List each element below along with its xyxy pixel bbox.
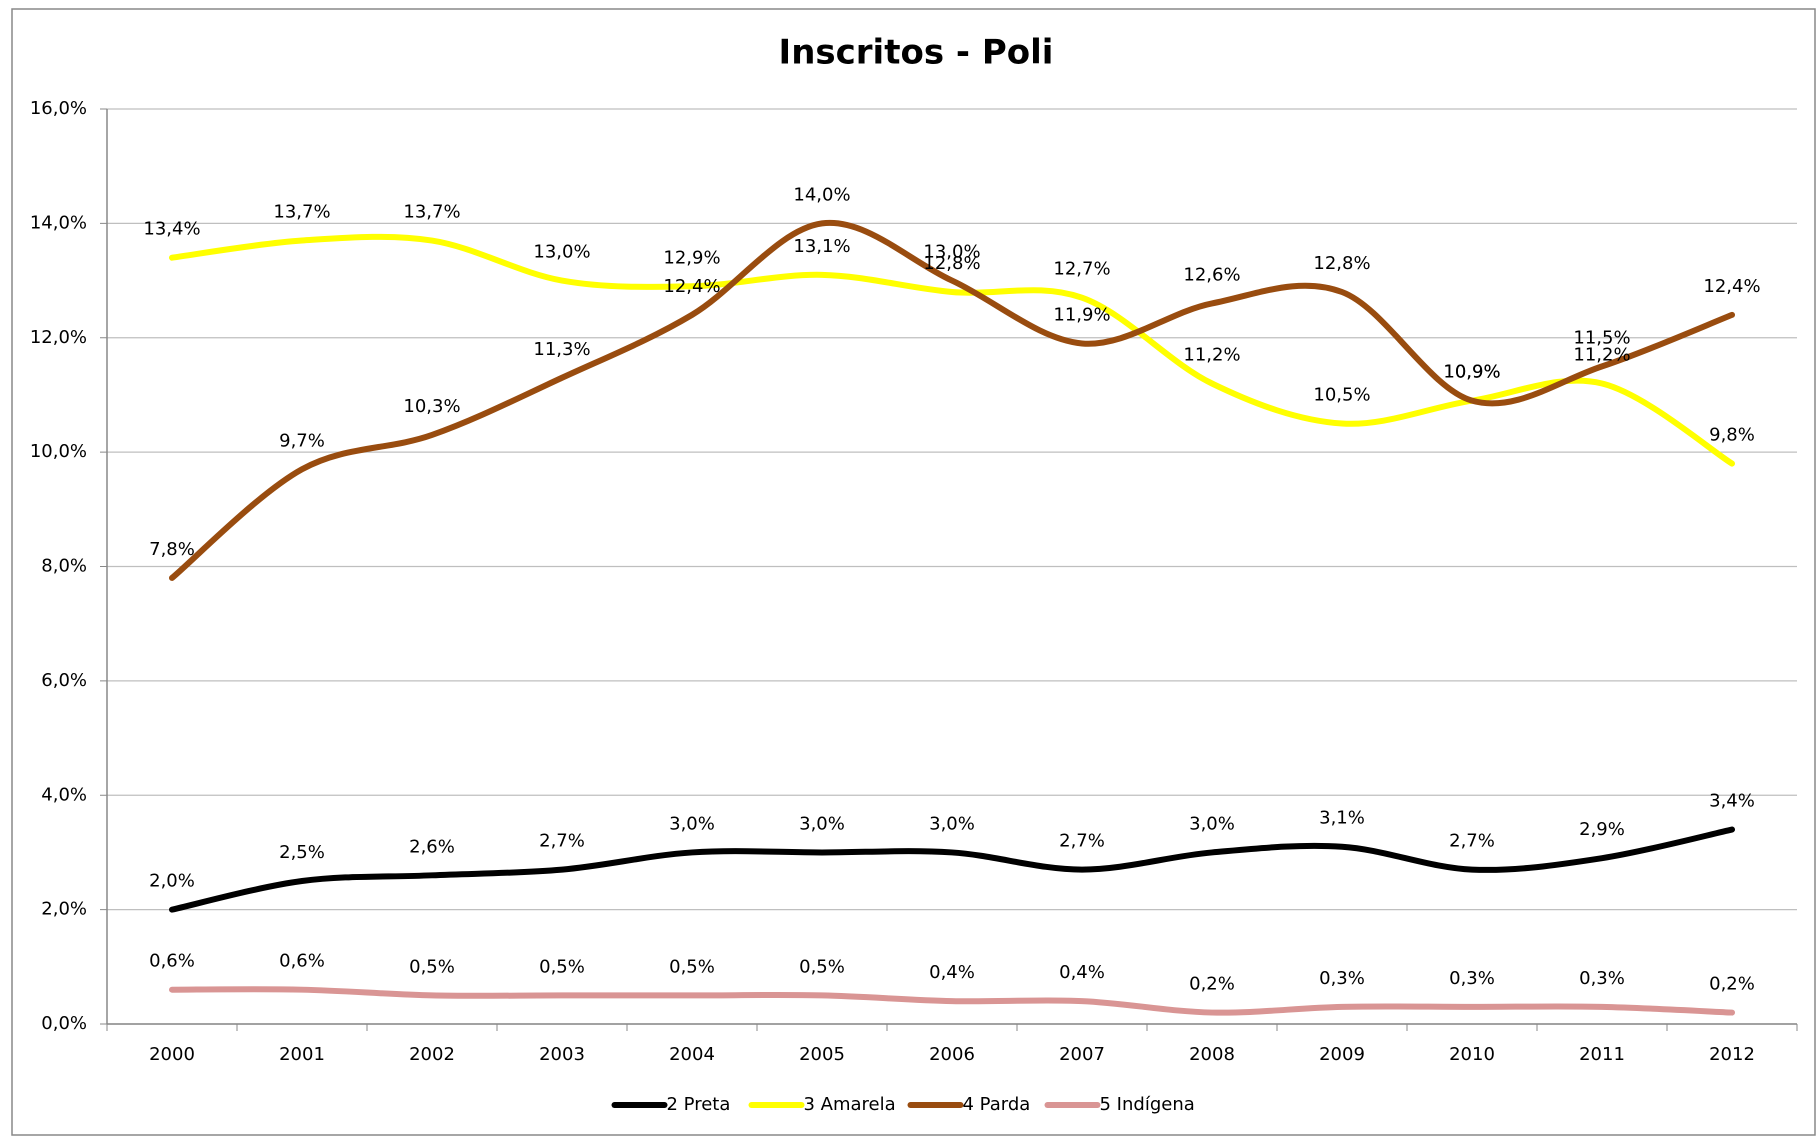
y-tick-label: 0,0%	[41, 1013, 87, 1034]
legend-label: 3 Amarela	[804, 1094, 896, 1115]
data-label: 3,0%	[1189, 813, 1235, 834]
data-label: 3,4%	[1709, 791, 1755, 812]
data-label: 3,0%	[929, 813, 975, 834]
series-line	[169, 826, 1735, 913]
data-label: 3,0%	[799, 813, 845, 834]
data-label: 0,4%	[929, 962, 975, 983]
data-label: 10,5%	[1313, 385, 1370, 406]
data-label: 10,9%	[1443, 362, 1500, 383]
data-label: 7,8%	[149, 539, 195, 560]
series-line	[169, 986, 1735, 1016]
data-label: 13,1%	[793, 236, 850, 257]
data-label: 0,2%	[1709, 974, 1755, 995]
data-label: 0,5%	[539, 956, 585, 977]
data-label: 10,3%	[403, 396, 460, 417]
y-tick-label: 14,0%	[30, 212, 87, 233]
data-label: 13,7%	[273, 202, 330, 223]
legend-label: 5 Indígena	[1100, 1094, 1195, 1115]
data-label: 9,8%	[1709, 425, 1755, 446]
data-label: 2,7%	[539, 831, 585, 852]
series-line	[169, 219, 1735, 581]
data-label: 11,5%	[1573, 327, 1630, 348]
data-label: 2,7%	[1449, 831, 1495, 852]
y-tick-label: 12,0%	[30, 327, 87, 348]
x-tick-label: 2011	[1579, 1044, 1625, 1065]
data-label: 12,6%	[1183, 264, 1240, 285]
x-tick-label: 2009	[1319, 1044, 1365, 1065]
x-tick-label: 2000	[149, 1044, 195, 1065]
data-label: 11,2%	[1573, 345, 1630, 366]
data-label: 3,0%	[669, 813, 715, 834]
data-label: 2,7%	[1059, 831, 1105, 852]
data-label: 12,7%	[1053, 259, 1110, 280]
chart-frame	[11, 8, 1816, 1136]
data-label: 2,6%	[409, 836, 455, 857]
x-tick-label: 2005	[799, 1044, 845, 1065]
data-label: 3,1%	[1319, 808, 1365, 829]
data-label: 11,9%	[1053, 304, 1110, 325]
data-label: 2,0%	[149, 871, 195, 892]
data-label: 0,3%	[1449, 968, 1495, 989]
data-label: 12,4%	[1703, 276, 1760, 297]
data-label: 11,2%	[1183, 345, 1240, 366]
x-tick-label: 2006	[929, 1044, 975, 1065]
data-label: 12,8%	[1313, 253, 1370, 274]
data-label: 0,3%	[1579, 968, 1625, 989]
data-label: 12,8%	[923, 253, 980, 274]
legend-label: 2 Preta	[667, 1094, 731, 1115]
data-label: 11,3%	[533, 339, 590, 360]
data-label: 0,6%	[279, 951, 325, 972]
x-tick-label: 2001	[279, 1044, 325, 1065]
x-tick-label: 2003	[539, 1044, 585, 1065]
legend-label: 4 Parda	[963, 1094, 1031, 1115]
data-label: 12,9%	[663, 247, 720, 268]
data-label: 0,5%	[799, 956, 845, 977]
x-tick-label: 2007	[1059, 1044, 1105, 1065]
y-tick-label: 8,0%	[41, 556, 87, 577]
data-label: 0,3%	[1319, 968, 1365, 989]
data-label: 0,5%	[409, 956, 455, 977]
data-label: 13,0%	[533, 242, 590, 263]
y-tick-label: 6,0%	[41, 670, 87, 691]
x-tick-label: 2008	[1189, 1044, 1235, 1065]
x-tick-label: 2004	[669, 1044, 715, 1065]
data-label: 0,2%	[1189, 974, 1235, 995]
data-label: 0,6%	[149, 951, 195, 972]
y-tick-label: 2,0%	[41, 899, 87, 920]
y-tick-label: 10,0%	[30, 441, 87, 462]
data-label: 9,7%	[279, 430, 325, 451]
data-label: 0,4%	[1059, 962, 1105, 983]
data-label: 14,0%	[793, 184, 850, 205]
y-tick-label: 16,0%	[30, 98, 87, 119]
x-tick-label: 2010	[1449, 1044, 1495, 1065]
data-label: 12,4%	[663, 276, 720, 297]
y-tick-label: 4,0%	[41, 784, 87, 805]
x-tick-label: 2002	[409, 1044, 455, 1065]
data-label: 13,7%	[403, 202, 460, 223]
data-label: 0,5%	[669, 956, 715, 977]
data-label: 13,0%	[923, 242, 980, 263]
chart-title: Inscritos - Poli	[779, 33, 1054, 73]
x-tick-label: 2012	[1709, 1044, 1755, 1065]
data-label: 2,5%	[279, 842, 325, 863]
data-label: 2,9%	[1579, 819, 1625, 840]
data-label: 10,9%	[1443, 362, 1500, 383]
data-label: 13,4%	[143, 219, 200, 240]
